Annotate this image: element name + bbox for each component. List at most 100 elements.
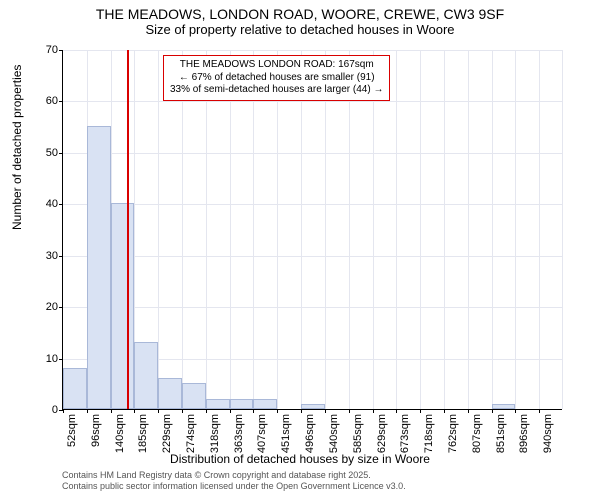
chart-title: THE MEADOWS, LONDON ROAD, WOORE, CREWE, … <box>0 6 600 37</box>
x-tick-mark <box>277 409 278 413</box>
x-tick-label: 718sqm <box>423 414 435 453</box>
gridline-v <box>373 50 374 409</box>
y-axis-label: Number of detached properties <box>10 65 24 230</box>
gridline-v <box>396 50 397 409</box>
title-line-2: Size of property relative to detached ho… <box>0 22 600 37</box>
gridline-v <box>444 50 445 409</box>
x-axis-label: Distribution of detached houses by size … <box>0 452 600 466</box>
footer-line-2: Contains public sector information licen… <box>62 481 406 492</box>
chart-footer: Contains HM Land Registry data © Crown c… <box>62 470 406 492</box>
y-tick-mark <box>59 153 63 154</box>
histogram-bar <box>301 404 325 409</box>
histogram-bar <box>206 399 230 409</box>
gridline-v <box>515 50 516 409</box>
annotation-line: THE MEADOWS LONDON ROAD: 167sqm <box>170 59 383 72</box>
gridline-v <box>325 50 326 409</box>
y-tick-mark <box>59 204 63 205</box>
x-tick-mark <box>373 409 374 413</box>
x-tick-mark <box>206 409 207 413</box>
annotation-box: THE MEADOWS LONDON ROAD: 167sqm← 67% of … <box>163 55 390 101</box>
histogram-bar <box>87 126 111 409</box>
y-tick-label: 50 <box>28 147 58 159</box>
x-tick-mark <box>230 409 231 413</box>
footer-line-1: Contains HM Land Registry data © Crown c… <box>62 470 406 481</box>
x-tick-mark <box>515 409 516 413</box>
gridline-h <box>63 204 562 205</box>
gridline-v <box>277 50 278 409</box>
gridline-v <box>562 50 563 409</box>
y-tick-mark <box>59 359 63 360</box>
x-tick-mark <box>444 409 445 413</box>
x-tick-label: 229sqm <box>161 414 173 453</box>
x-tick-mark <box>63 409 64 413</box>
property-size-chart: THE MEADOWS, LONDON ROAD, WOORE, CREWE, … <box>0 0 600 500</box>
gridline-h <box>63 307 562 308</box>
x-tick-label: 274sqm <box>185 414 197 453</box>
y-tick-label: 0 <box>28 404 58 416</box>
x-tick-label: 407sqm <box>256 414 268 453</box>
x-tick-label: 318sqm <box>209 414 221 453</box>
x-tick-label: 140sqm <box>114 414 126 453</box>
x-tick-mark <box>134 409 135 413</box>
gridline-v <box>158 50 159 409</box>
x-tick-label: 451sqm <box>280 414 292 453</box>
x-tick-mark <box>301 409 302 413</box>
y-tick-mark <box>59 256 63 257</box>
x-tick-mark <box>325 409 326 413</box>
y-tick-mark <box>59 101 63 102</box>
x-tick-mark <box>539 409 540 413</box>
x-tick-mark <box>492 409 493 413</box>
gridline-v <box>230 50 231 409</box>
gridline-h <box>63 153 562 154</box>
histogram-bar <box>253 399 277 409</box>
x-tick-label: 52sqm <box>66 414 78 447</box>
x-tick-label: 540sqm <box>328 414 340 453</box>
x-tick-label: 185sqm <box>137 414 149 453</box>
x-tick-mark <box>349 409 350 413</box>
gridline-v <box>206 50 207 409</box>
histogram-bar <box>492 404 516 409</box>
x-tick-label: 363sqm <box>233 414 245 453</box>
x-tick-label: 762sqm <box>447 414 459 453</box>
x-tick-mark <box>111 409 112 413</box>
x-tick-label: 496sqm <box>304 414 316 453</box>
x-tick-mark <box>87 409 88 413</box>
y-tick-label: 20 <box>28 301 58 313</box>
x-tick-label: 851sqm <box>495 414 507 453</box>
histogram-bar <box>63 368 87 409</box>
property-marker-line <box>127 50 129 409</box>
y-tick-mark <box>59 50 63 51</box>
x-tick-label: 585sqm <box>352 414 364 453</box>
gridline-v <box>182 50 183 409</box>
x-tick-mark <box>253 409 254 413</box>
annotation-line: 33% of semi-detached houses are larger (… <box>170 84 383 97</box>
y-tick-label: 10 <box>28 353 58 365</box>
x-tick-mark <box>396 409 397 413</box>
title-line-1: THE MEADOWS, LONDON ROAD, WOORE, CREWE, … <box>0 6 600 22</box>
x-tick-label: 673sqm <box>399 414 411 453</box>
x-tick-label: 96sqm <box>90 414 102 447</box>
x-tick-mark <box>182 409 183 413</box>
gridline-v <box>492 50 493 409</box>
y-tick-mark <box>59 307 63 308</box>
histogram-bar <box>182 383 206 409</box>
y-tick-label: 40 <box>28 198 58 210</box>
x-tick-label: 807sqm <box>471 414 483 453</box>
x-tick-mark <box>468 409 469 413</box>
gridline-v <box>253 50 254 409</box>
x-tick-label: 940sqm <box>542 414 554 453</box>
gridline-h <box>63 256 562 257</box>
x-tick-mark <box>420 409 421 413</box>
histogram-bar <box>134 342 158 409</box>
gridline-h <box>63 101 562 102</box>
histogram-bar <box>111 203 135 409</box>
y-tick-label: 30 <box>28 250 58 262</box>
x-tick-label: 896sqm <box>518 414 530 453</box>
x-tick-label: 629sqm <box>376 414 388 453</box>
y-tick-label: 70 <box>28 44 58 56</box>
y-tick-label: 60 <box>28 95 58 107</box>
x-tick-mark <box>158 409 159 413</box>
annotation-line: ← 67% of detached houses are smaller (91… <box>170 72 383 85</box>
gridline-v <box>539 50 540 409</box>
gridline-v <box>301 50 302 409</box>
